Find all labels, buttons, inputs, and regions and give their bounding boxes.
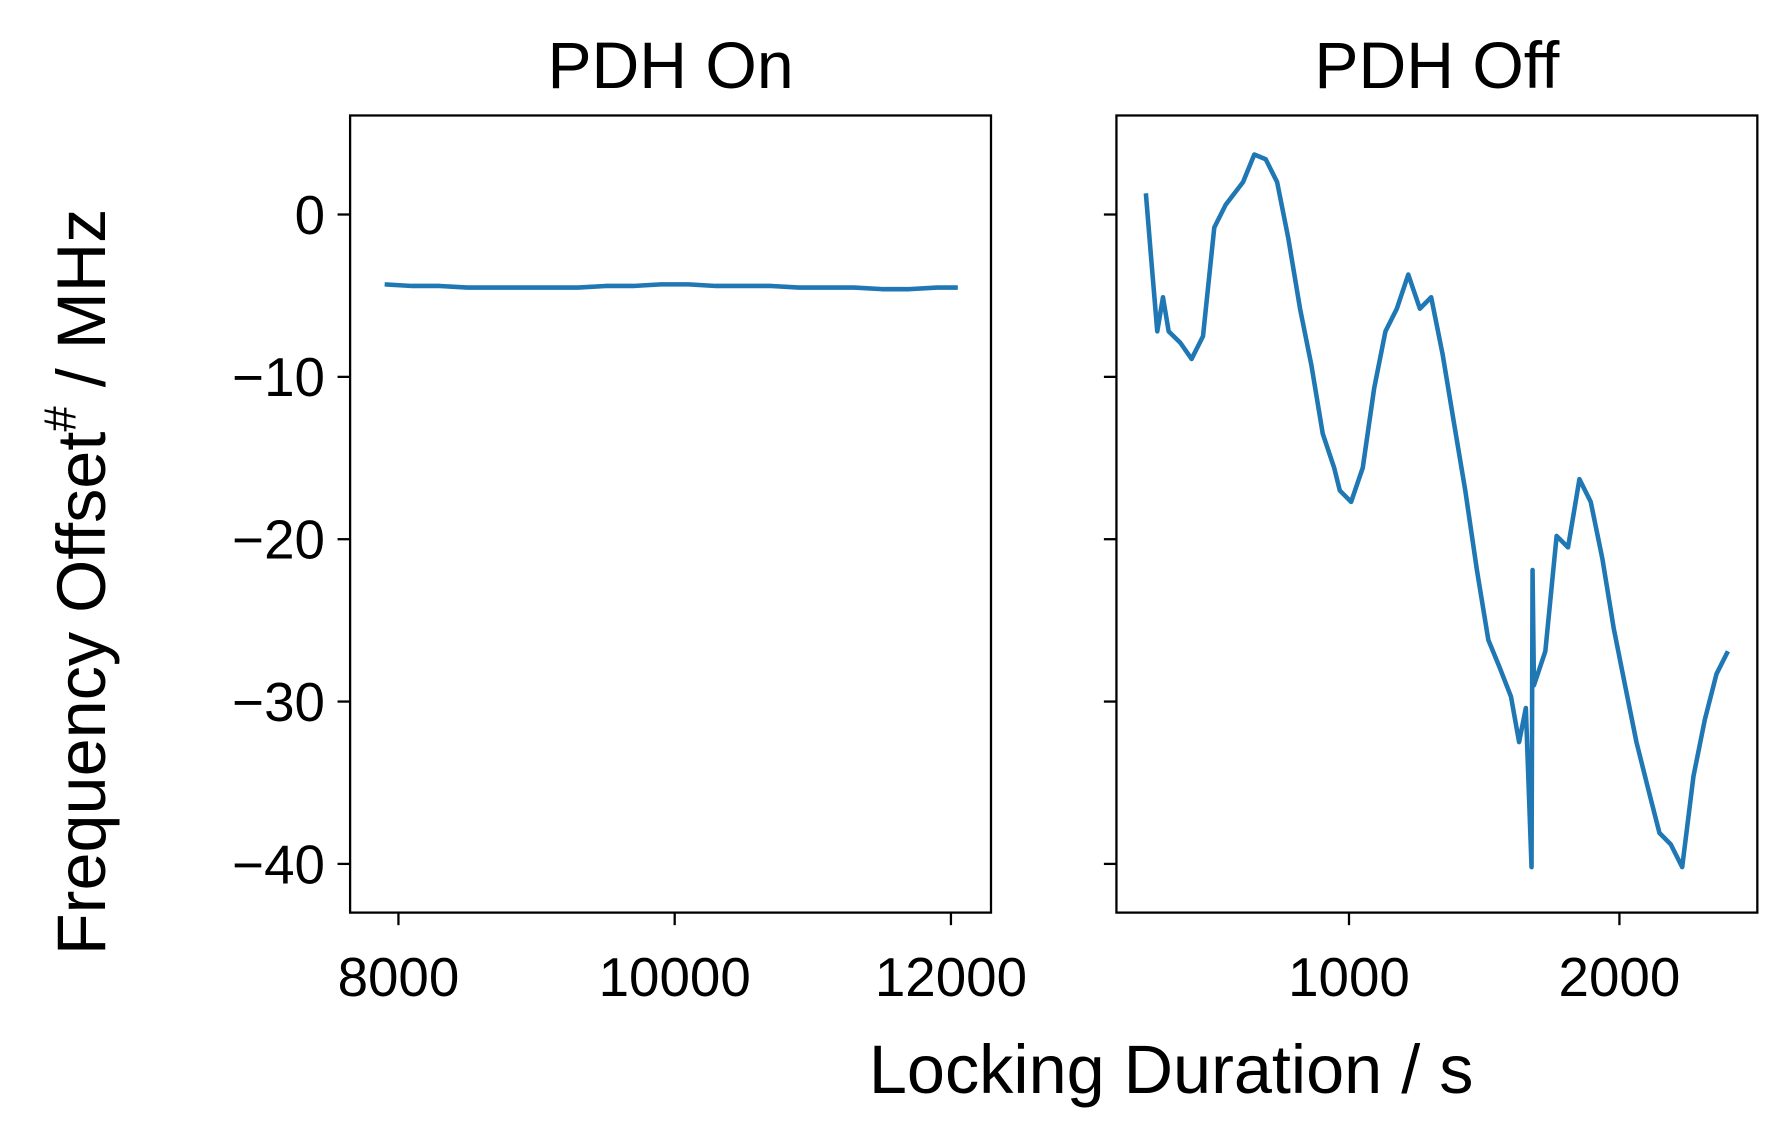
y-label-main: Frequency Offset [44, 432, 120, 955]
x-tick-label: 12000 [875, 946, 1027, 1008]
x-tick-label: 2000 [1559, 946, 1681, 1008]
y-tick-label: 0 [295, 184, 325, 246]
y-label-sup: # [34, 406, 85, 432]
data-line [384, 282, 958, 292]
y-axis-label: Frequency Offset# / MHz [34, 209, 120, 955]
y-tick-label: −30 [232, 671, 325, 733]
axes-frame [1115, 114, 1759, 914]
y-tick-label: −20 [232, 509, 325, 571]
y-tick-label: −40 [232, 833, 325, 895]
x-axis-label: Locking Duration / s [869, 1032, 1474, 1108]
data-line [1143, 152, 1730, 870]
y-label-unit: / MHz [44, 209, 120, 407]
x-tick-label: 1000 [1288, 946, 1410, 1008]
x-tick-label: 10000 [599, 946, 751, 1008]
chart-title: PDH On [547, 29, 793, 103]
chart-title: PDH Off [1314, 29, 1560, 103]
y-tick-label: −10 [232, 346, 325, 408]
x-tick-label: 8000 [338, 946, 460, 1008]
axes-frame [348, 114, 993, 914]
